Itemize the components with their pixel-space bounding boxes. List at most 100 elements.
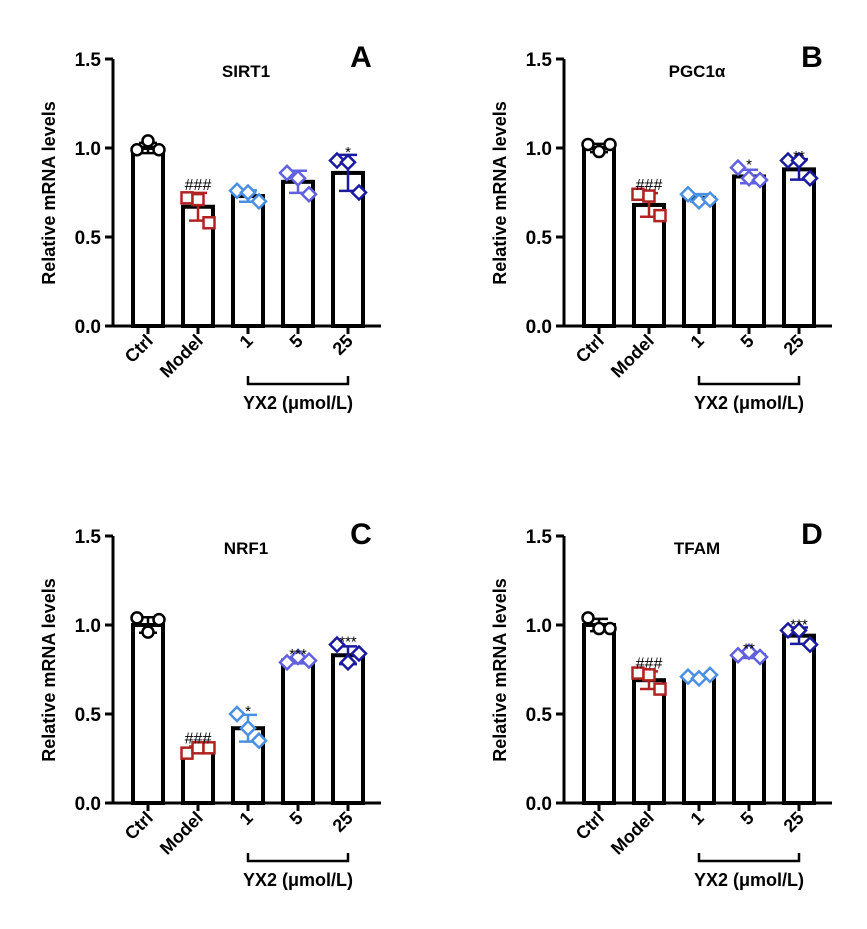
data-point (191, 192, 205, 207)
y-tick-label: 0.5 (75, 705, 102, 726)
significance-label: * (746, 157, 752, 174)
panel-letter: C (350, 518, 372, 551)
y-tick-label: 1.0 (526, 139, 552, 160)
x-tick-label: 1 (687, 808, 708, 829)
data-point (801, 635, 819, 654)
data-point (603, 137, 617, 152)
data-point (328, 151, 346, 170)
group-label: YX2 (μmol/L) (694, 393, 804, 413)
significance-label: *** (289, 646, 307, 663)
data-point (581, 137, 595, 152)
significance-label: ** (743, 641, 755, 658)
panel-d: 0.0 0.5 1.0 1.5 Relative mRNA levels TFAM D Ctr… (490, 518, 832, 890)
data-point (751, 171, 769, 189)
x-tick-label: 25 (780, 808, 808, 836)
bar (632, 202, 666, 329)
y-axis-label: Relative mRNA levels (490, 578, 510, 761)
data-point (228, 181, 246, 200)
data-point (228, 705, 246, 723)
data-point (239, 719, 257, 738)
y-tick-label: 0.5 (526, 705, 553, 726)
x-tick-label: 5 (286, 331, 307, 352)
x-tick-label: Ctrl (121, 808, 157, 844)
y-axis-label: Relative mRNA levels (39, 578, 59, 761)
data-point (701, 666, 719, 684)
significance-label: ### (636, 177, 663, 194)
panel-title: PGC1α (669, 62, 726, 81)
y-tick-label: 0.0 (526, 317, 552, 338)
bar (231, 194, 265, 328)
data-point (801, 169, 819, 188)
bar (582, 146, 616, 328)
group-label: YX2 (μmol/L) (243, 393, 353, 413)
data-point (701, 190, 719, 209)
group-bracket (246, 853, 350, 863)
data-point (250, 731, 268, 750)
data-point (130, 611, 144, 625)
group-label: YX2 (μmol/L) (694, 870, 804, 890)
x-tick-label: Ctrl (121, 331, 157, 367)
data-point (328, 635, 346, 654)
data-point (141, 625, 155, 639)
x-tick-label: Model (156, 808, 207, 859)
y-tick-label: 0.0 (75, 794, 101, 815)
bar (281, 658, 315, 805)
group-bracket (697, 853, 801, 863)
x-tick-label: Model (607, 808, 658, 859)
data-point (239, 183, 257, 202)
x-tick-label: Ctrl (572, 808, 608, 844)
data-point (339, 153, 357, 172)
x-tick-label: 1 (236, 808, 257, 829)
significance-label: *** (790, 616, 808, 633)
data-point (130, 143, 144, 157)
data-point (729, 158, 747, 177)
data-point (278, 653, 296, 672)
data-point (740, 169, 758, 188)
significance-label: ### (636, 655, 663, 672)
bar (632, 678, 666, 805)
panel-title: TFAM (674, 539, 720, 558)
bar (782, 633, 816, 805)
bar (732, 653, 766, 806)
y-tick-label: 0.0 (75, 317, 101, 338)
panel-title: NRF1 (224, 539, 268, 558)
data-point (300, 651, 318, 670)
data-point (642, 189, 656, 203)
panel-letter: B (801, 41, 823, 74)
x-tick-label: 5 (286, 808, 307, 829)
data-point (152, 143, 166, 157)
bar (782, 167, 816, 328)
group-label: YX2 (μmol/L) (243, 870, 353, 890)
y-tick-label: 0.5 (75, 228, 102, 249)
data-point (653, 682, 667, 696)
bar (131, 623, 165, 805)
panel-c: 0.0 0.5 1.0 1.5 Relative mRNA levels NRF1 C Ctr… (39, 518, 381, 890)
data-point (740, 642, 758, 661)
significance-label: * (245, 703, 251, 720)
data-point (180, 191, 194, 205)
y-axis-label: Relative mRNA levels (39, 101, 59, 284)
bar (281, 179, 315, 328)
data-point (790, 151, 808, 170)
data-point (202, 216, 216, 230)
group-bracket (697, 376, 801, 386)
panel-letter: A (350, 41, 372, 74)
x-tick-label: 1 (236, 331, 257, 352)
x-tick-label: 25 (329, 331, 357, 359)
bar (582, 623, 616, 805)
y-tick-label: 1.0 (75, 139, 101, 160)
data-point (339, 653, 357, 672)
y-tick-label: 0.0 (526, 794, 552, 815)
data-point (592, 144, 606, 159)
panel-a: 0.0 0.5 1.0 1.5 Relative mRNA levels SIRT1 A Ct… (39, 41, 381, 413)
data-point (180, 746, 194, 760)
data-point (141, 134, 155, 148)
significance-label: ### (185, 177, 212, 194)
y-tick-label: 1.5 (75, 527, 102, 548)
panel-letter: D (801, 518, 823, 551)
data-point (642, 668, 656, 682)
data-point (653, 208, 667, 223)
significance-label: ### (185, 731, 212, 748)
